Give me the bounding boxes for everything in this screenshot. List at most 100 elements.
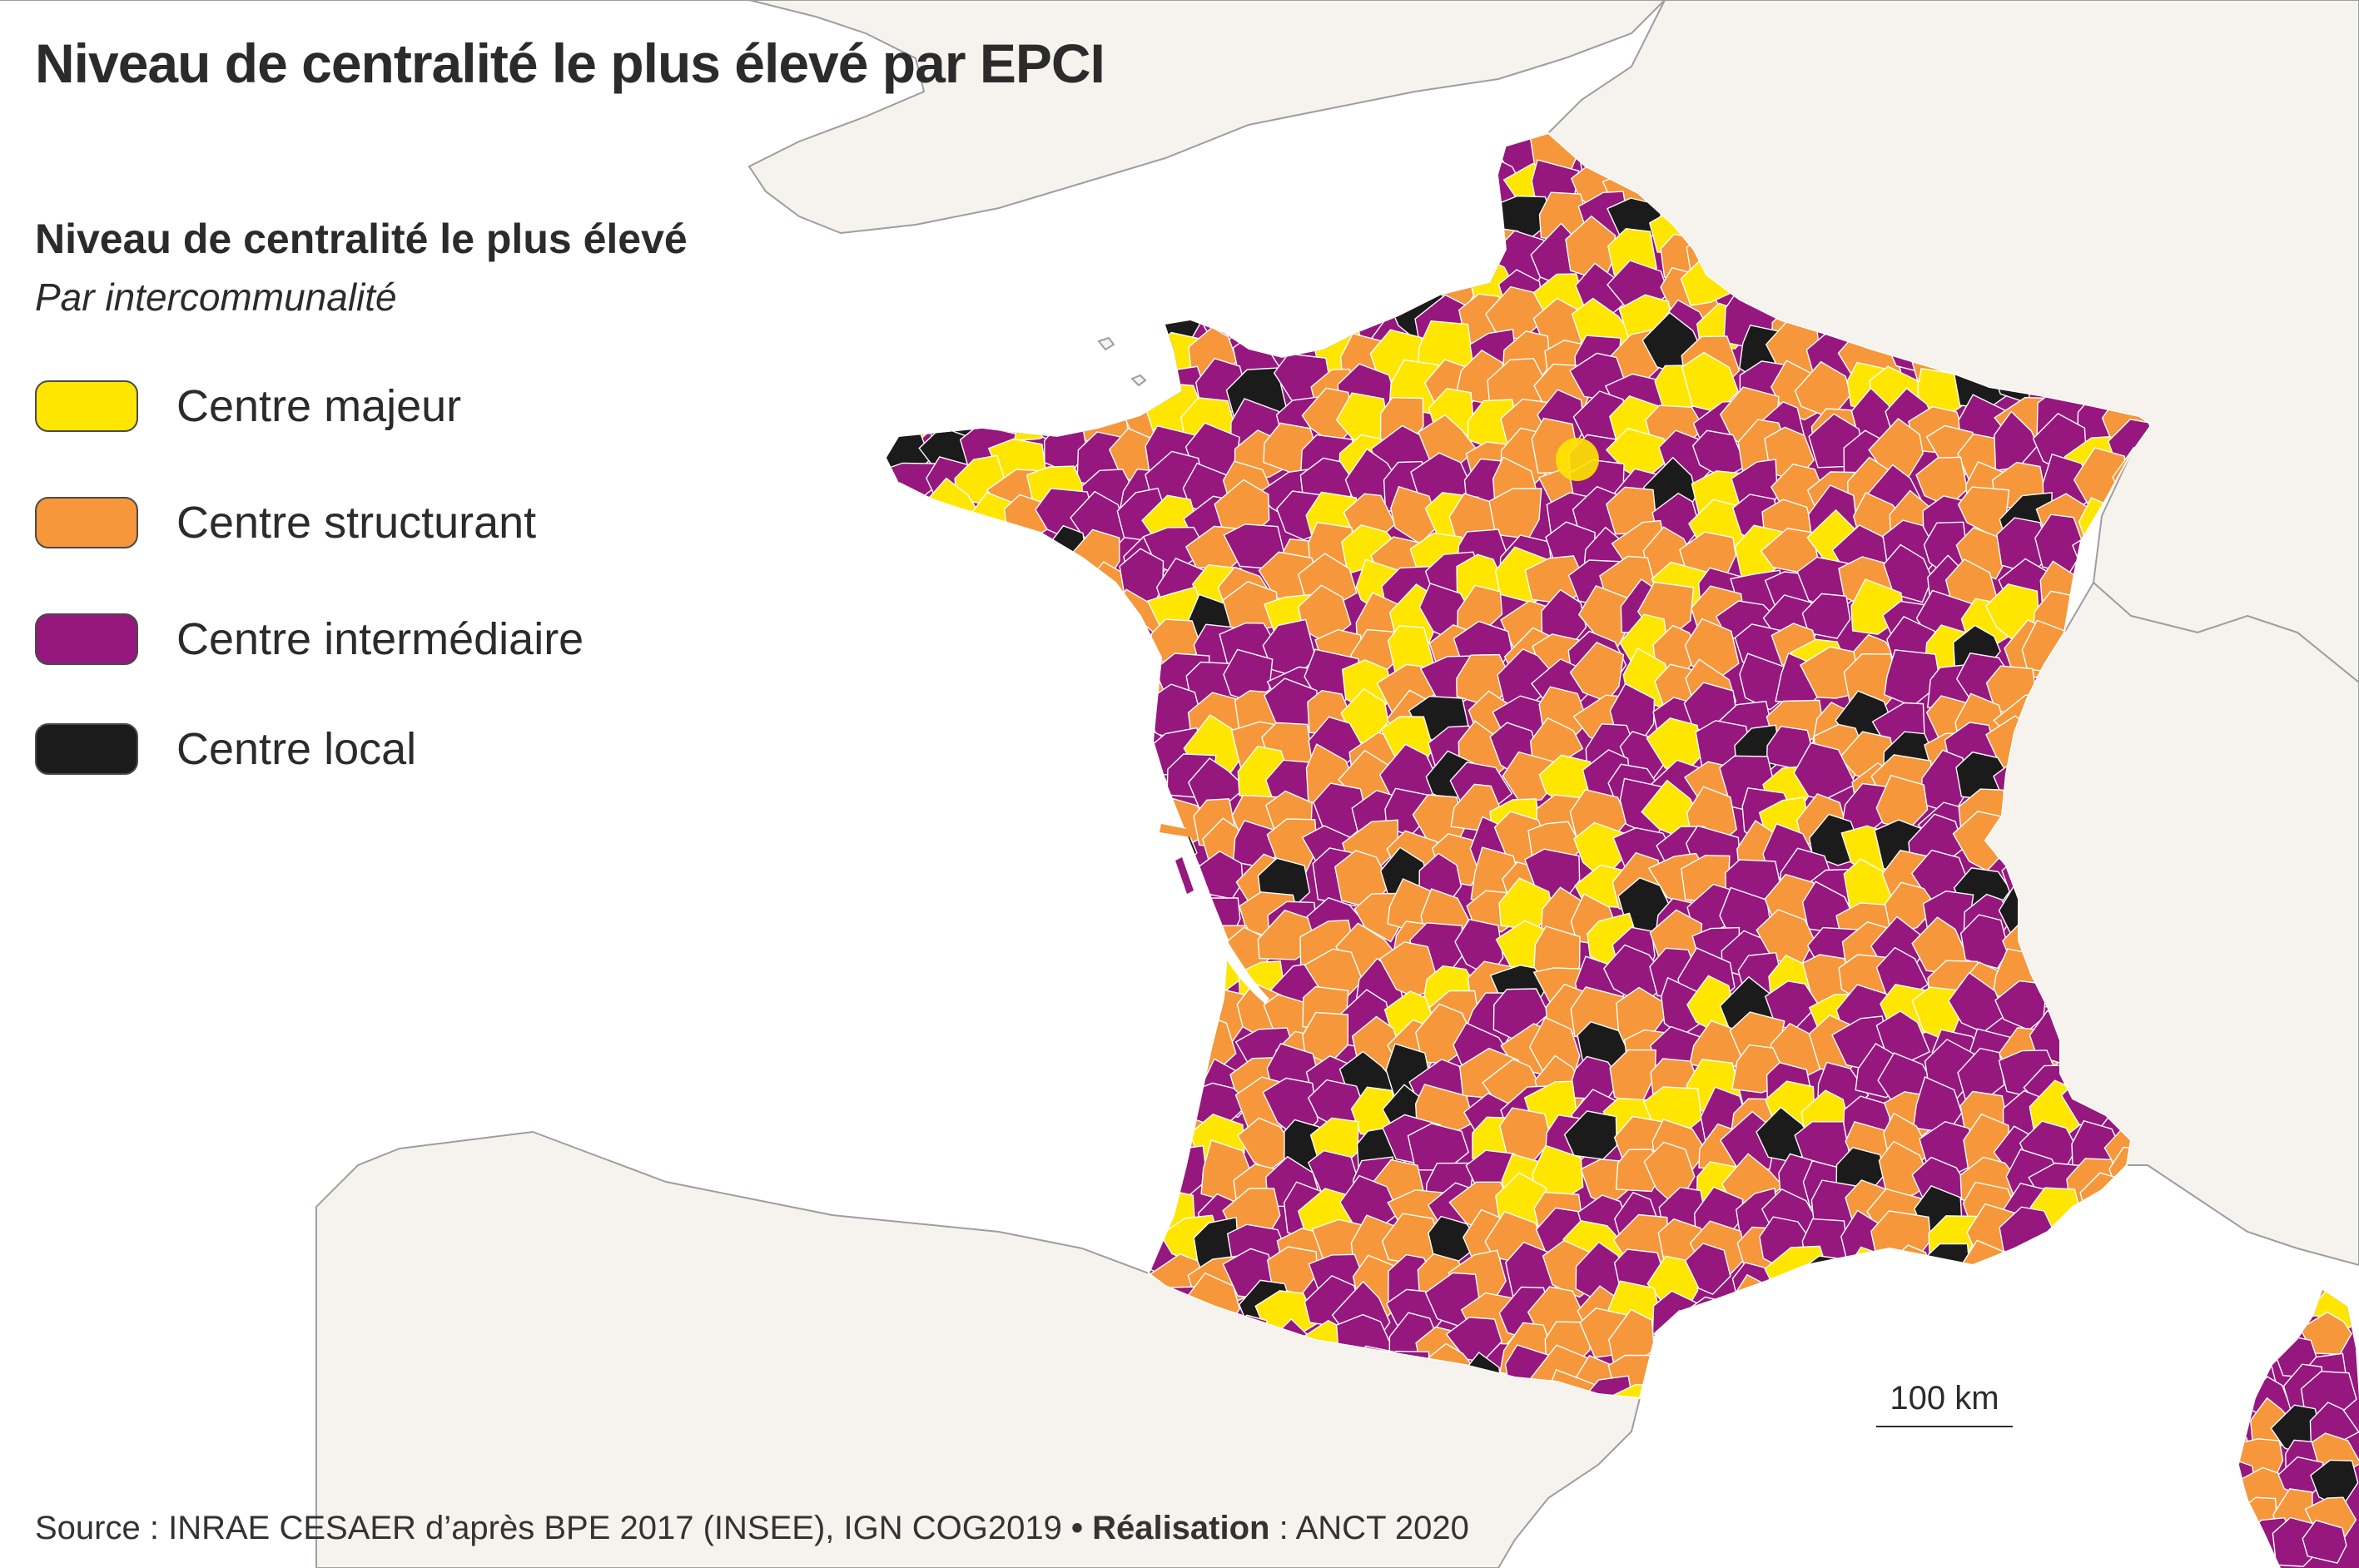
epci-area xyxy=(954,1020,1011,1078)
epci-area xyxy=(919,752,966,813)
epci-area xyxy=(1760,1383,1823,1398)
epci-area xyxy=(887,720,944,776)
epci-area xyxy=(956,320,1006,370)
epci-area xyxy=(886,632,889,684)
epci-area xyxy=(886,927,931,978)
epci-area xyxy=(1945,1304,2009,1360)
credit-text: : ANCT 2020 xyxy=(1269,1510,1469,1546)
epci-area xyxy=(1003,813,1054,871)
epci-area xyxy=(1194,166,1249,216)
epci-area xyxy=(1030,557,1091,608)
epci-area xyxy=(1581,1375,1634,1398)
epci-area xyxy=(1921,1290,1977,1335)
epci-area xyxy=(1117,914,1174,966)
epci-area xyxy=(1959,914,2009,970)
epci-area xyxy=(1002,728,1062,786)
epci-area xyxy=(972,865,1030,911)
epci-area xyxy=(1259,136,1324,187)
epci-area xyxy=(1159,1038,1204,1098)
epci-area xyxy=(2239,1363,2255,1413)
epci-area xyxy=(1033,620,1085,672)
epci-area xyxy=(960,594,1024,653)
epci-area xyxy=(1801,593,1851,639)
epci-area xyxy=(1224,134,1294,186)
epci-area xyxy=(1113,206,1161,252)
epci-area xyxy=(1086,220,1135,277)
epci-area xyxy=(2239,1307,2247,1361)
epci-area xyxy=(1800,1346,1860,1398)
epci-area xyxy=(965,816,1025,879)
epci-area xyxy=(2079,1290,2133,1343)
epci-area xyxy=(2044,1258,2096,1307)
epci-area xyxy=(947,228,1007,290)
epci-area xyxy=(1076,629,1128,682)
epci-area xyxy=(1315,271,1365,321)
scale-bar: 100 km xyxy=(1876,1380,2013,1427)
epci-area xyxy=(1150,990,1204,1051)
epci-area xyxy=(886,970,902,1013)
epci-area xyxy=(886,260,905,315)
epci-area xyxy=(1376,133,1438,189)
epci-area xyxy=(931,950,983,1005)
epci-area xyxy=(1119,282,1171,343)
epci-area xyxy=(886,767,906,821)
epci-area xyxy=(2239,1478,2252,1535)
epci-area xyxy=(886,873,902,930)
epci-area xyxy=(2073,1248,2125,1305)
epci-area xyxy=(958,1110,1016,1161)
epci-area xyxy=(1001,198,1062,256)
epci-area xyxy=(1043,719,1103,770)
epci-area xyxy=(886,288,889,340)
epci-area xyxy=(1737,1353,1791,1398)
epci-area xyxy=(1148,1017,1202,1069)
epci-area xyxy=(1075,598,1135,651)
epci-area xyxy=(1924,1318,1979,1380)
epci-area xyxy=(1883,543,1933,603)
epci-area xyxy=(1038,1051,1088,1104)
epci-area xyxy=(886,512,928,576)
epci-area xyxy=(1123,886,1172,949)
epci-area xyxy=(2029,1342,2089,1395)
corsica xyxy=(2239,1290,2359,1568)
epci-area xyxy=(1031,305,1091,351)
epci-area xyxy=(1035,848,1083,906)
epci-area xyxy=(1111,854,1170,911)
epci-area xyxy=(1386,153,1438,215)
legend-subtitle: Par intercommunalité xyxy=(35,275,397,319)
epci-area xyxy=(1038,646,1085,706)
epci-area xyxy=(891,1059,951,1111)
epci-area xyxy=(967,623,1018,684)
epci-area xyxy=(922,636,972,687)
epci-area xyxy=(890,1094,946,1149)
epci-area xyxy=(1040,330,1095,398)
epci-area xyxy=(1224,226,1272,288)
epci-area xyxy=(916,851,976,906)
epci-area xyxy=(1800,1391,1854,1398)
scale-line xyxy=(1876,1426,2013,1427)
epci-area xyxy=(921,563,979,626)
epci-area xyxy=(1005,547,1065,606)
legend-label: Centre majeur xyxy=(176,381,462,431)
legend-item-centre-intermediaire: Centre intermédiaire xyxy=(35,611,688,667)
epci-area xyxy=(928,726,976,779)
epci-area xyxy=(886,757,939,819)
epci-area xyxy=(950,529,1011,583)
epci-area xyxy=(1641,1392,1701,1398)
epci-area xyxy=(2103,1349,2152,1398)
epci-area xyxy=(969,371,1020,428)
epci-area xyxy=(957,789,1019,846)
epci-area xyxy=(886,553,895,613)
epci-area xyxy=(1993,1251,2043,1309)
epci-area xyxy=(989,1119,1049,1175)
epci-area xyxy=(1115,321,1165,373)
epci-area xyxy=(1104,827,1162,878)
epci-area xyxy=(888,880,948,931)
epci-area xyxy=(2041,1314,2090,1373)
epci-area xyxy=(1304,204,1368,255)
epci-area xyxy=(992,1077,1051,1130)
epci-area xyxy=(956,650,1016,706)
epci-area xyxy=(996,228,1052,285)
epci-area xyxy=(922,887,988,945)
epci-area xyxy=(1964,1284,2022,1347)
